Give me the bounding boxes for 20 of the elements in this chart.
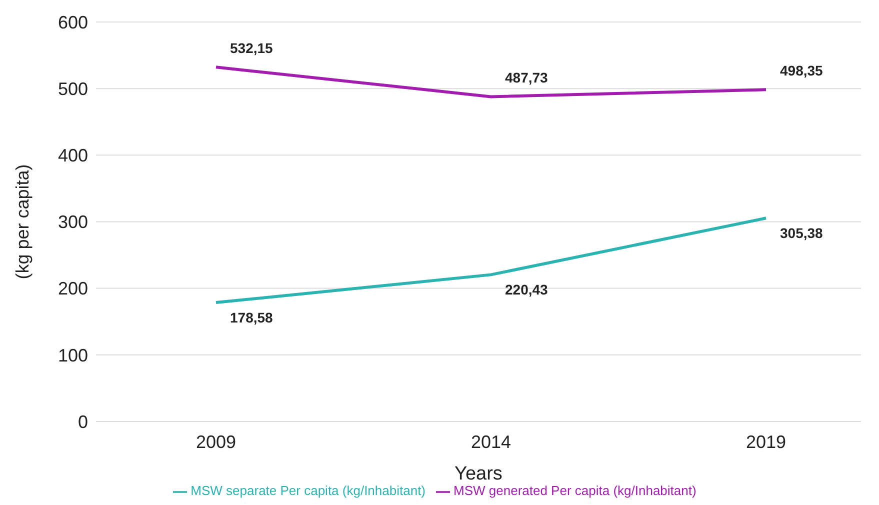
data-label: 532,15 [230, 40, 274, 56]
y-tick-label: 500 [58, 78, 88, 99]
y-tick-label: 0 [78, 412, 88, 432]
x-tick-label: 2009 [196, 432, 236, 452]
y-tick-label: 400 [58, 146, 88, 166]
y-tick-label: 100 [58, 345, 88, 366]
legend-label: MSW generated Per capita (kg/Inhabitant) [454, 483, 696, 498]
data-label: 498,35 [780, 62, 824, 79]
x-tick-label: 2019 [746, 432, 786, 452]
x-tick-label: 2014 [470, 432, 512, 452]
y-tick-label: 600 [58, 12, 88, 32]
data-label: 178,58 [230, 310, 274, 326]
y-tick-label: 200 [58, 278, 88, 299]
y-axis-title: (kg per capita) [12, 164, 32, 280]
data-label: 305,38 [780, 225, 824, 242]
data-label: 487,73 [505, 70, 548, 86]
x-axis-title: Years [454, 463, 502, 484]
legend-label: MSW separate Per capita (kg/Inhabitant) [190, 483, 426, 498]
data-label: 220,43 [505, 282, 548, 298]
y-tick-label: 300 [58, 212, 88, 232]
